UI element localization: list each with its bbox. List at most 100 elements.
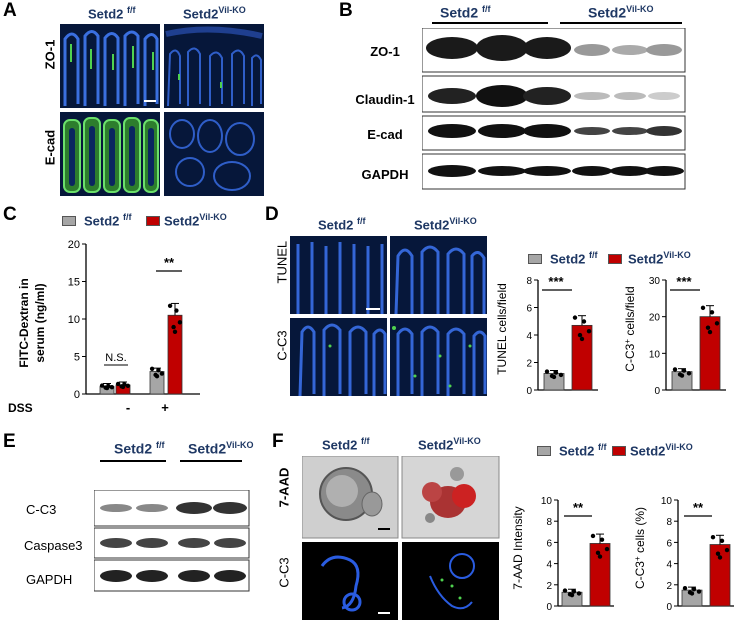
legend-swatch-ko <box>612 446 626 456</box>
panel-f-row-label-cc3: C-C3 <box>264 557 304 587</box>
legend-ko-name: Setd2 <box>164 213 200 229</box>
legend-ko: Setd2Vil-KO <box>628 250 691 266</box>
y-tick-label: 4 <box>666 560 672 571</box>
legend-ctrl-name: Setd2 <box>84 213 120 229</box>
data-point <box>705 325 711 330</box>
data-point <box>569 592 575 598</box>
data-point <box>156 367 161 373</box>
y-axis-label-cc3: C-C3+ cells/field <box>623 286 637 371</box>
group-name: Setd2 <box>88 6 124 22</box>
group-name: Setd2 <box>322 437 358 453</box>
data-point <box>714 321 720 326</box>
legend-swatch-ko <box>146 216 160 226</box>
group-name: Setd2 <box>418 437 454 453</box>
group-name: Setd2 <box>183 6 219 22</box>
row-label-text: ZO-1 <box>42 39 58 70</box>
data-point <box>172 329 178 334</box>
y-tick-label: 2 <box>666 581 672 592</box>
y-axis-label-line1: FITC-Dextran in <box>17 278 31 367</box>
panel-d-micrographs <box>290 236 487 397</box>
panel-a-ko-header: Setd2Vil-KO <box>183 5 246 21</box>
data-point <box>174 308 179 313</box>
green-signal <box>70 44 154 70</box>
group-name: Setd2 <box>414 217 450 233</box>
y-tick-label: 0 <box>654 386 660 397</box>
group-sup: Vil-KO <box>453 436 481 446</box>
data-point <box>115 381 121 387</box>
legend-swatch-ctrl <box>62 216 76 226</box>
ns-label: N.S. <box>105 352 126 364</box>
y-tick-label: 8 <box>666 517 672 528</box>
organoid-outline <box>429 553 475 610</box>
group-name: Setd2 <box>440 4 479 21</box>
panel-f-ctrl-header: Setd2 f/f <box>322 436 370 452</box>
panel-e-ctrl-header: Setd2 f/f <box>114 440 165 457</box>
legend-ctrl: Setd2 f/f <box>559 442 607 458</box>
group-bracket <box>100 460 166 462</box>
organoid <box>319 467 383 521</box>
data-point <box>686 371 692 376</box>
data-point <box>679 373 685 378</box>
group-sup: Vil-KO <box>449 216 477 226</box>
group-name: Setd2 <box>318 217 354 233</box>
blot-label-gapdh: GAPDH <box>26 572 73 587</box>
legend-ko: Setd2Vil-KO <box>630 442 693 458</box>
data-point <box>579 336 585 342</box>
y-tick-label: 6 <box>666 538 672 549</box>
legend-swatch-ctrl <box>537 446 551 456</box>
panel-f-label: F <box>272 431 284 452</box>
y-tick-label: 6 <box>546 538 552 549</box>
sig-label: ** <box>693 500 704 515</box>
crypt-pattern <box>296 242 384 314</box>
chart-d: TUNEL cells/field C-C3+ cells/field *** … <box>495 274 726 397</box>
data-point <box>724 547 730 553</box>
bands <box>428 85 680 107</box>
legend-ko-name: Setd2 <box>628 251 664 267</box>
panel-d-ctrl-header: Setd2 f/f <box>318 216 366 232</box>
legend-ctrl-name: Setd2 <box>550 251 586 267</box>
data-point <box>553 370 559 375</box>
y-axis-label-7aad: 7-AAD Intensity <box>511 506 525 589</box>
micrograph-cc3-ko <box>402 542 499 620</box>
data-point <box>109 384 115 390</box>
data-point <box>595 550 601 556</box>
y-tick-label: 2 <box>546 581 552 592</box>
legend-ctrl-sup: f/f <box>123 212 132 222</box>
panel-e-label: E <box>3 431 16 452</box>
green-signal <box>440 578 462 600</box>
y-tick-label: 4 <box>546 560 552 571</box>
bands <box>426 35 682 61</box>
crypt-pattern <box>298 323 387 397</box>
y-axis-label-cc3: C-C3+ cells (%) <box>633 507 647 589</box>
panel-a-label: A <box>3 0 17 21</box>
x-axis-label-dss: DSS <box>8 401 33 415</box>
y-tick-label: 10 <box>541 496 553 507</box>
y-tick-label: 8 <box>526 276 532 287</box>
y-tick-label: 0 <box>546 602 552 613</box>
data-point <box>171 324 176 330</box>
y-axis-label-line2: serum (ng/ml) <box>33 283 47 362</box>
panel-f-micrographs <box>302 456 500 620</box>
panel-b-ko-header: Setd2Vil-KO <box>588 4 653 21</box>
micrograph-ecad-ko <box>164 112 264 196</box>
group-sup: f/f <box>357 216 366 226</box>
legend-ctrl: Setd2 f/f <box>550 250 598 266</box>
y-tick-label: 4 <box>526 331 532 342</box>
crypt-pattern <box>169 119 255 191</box>
data-point <box>691 586 697 592</box>
green-signal <box>178 74 222 88</box>
y-label-sup: + <box>633 556 642 561</box>
crypt-lumen <box>69 126 154 186</box>
data-point <box>104 385 110 391</box>
crypt-pattern <box>396 325 487 396</box>
data-point <box>710 534 716 540</box>
legend-ko-sup: Vil-KO <box>199 212 227 222</box>
data-point <box>177 320 183 325</box>
y-label-main: C-C3 <box>633 561 647 589</box>
group-sup: Vil-KO <box>218 5 246 15</box>
x-tick-plus: + <box>161 400 169 415</box>
group-bracket <box>560 22 682 24</box>
row-label-text: C-C3 <box>276 557 292 588</box>
legend-ko: Setd2Vil-KO <box>164 212 227 228</box>
legend-ko-sup: Vil-KO <box>665 442 693 452</box>
